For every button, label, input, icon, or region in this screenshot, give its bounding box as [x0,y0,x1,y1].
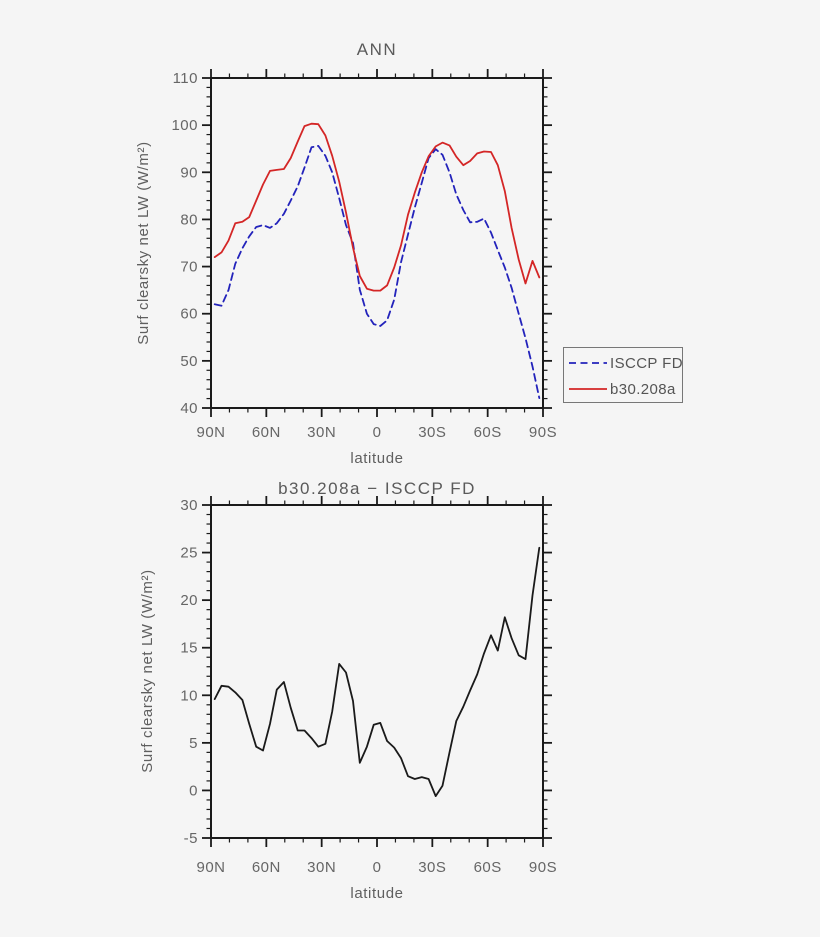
difference-chart-panel: 90N 60N 30N 0 30S 60S 90S -5 0 5 10 15 20 25 30 b30.20… [0,472,820,937]
top-chart-axes: 90N 60N 30N 0 30S 60S 90S 40 50 60 70 80 90 100 110 [171,69,557,441]
y-tick-label: 60 [180,306,198,323]
x-tick-label: 90N [196,424,225,441]
y-tick-label: 90 [180,164,198,181]
y-tick-label: 80 [180,211,198,228]
legend-label-b30-208a: b30.208a [610,381,676,398]
x-tick-label: 30N [307,859,336,876]
difference-chart-curves [213,546,541,797]
top-chart-ylabel: Surf clearsky net LW (W/m²) [135,141,152,344]
difference-chart-ylabel: Surf clearsky net LW (W/m²) [139,569,156,772]
top-chart-xlabel: latitude [350,450,403,467]
y-tick-label: 50 [180,353,198,370]
y-tick-label: -5 [184,830,198,847]
top-chart-panel: 90N 60N 30N 0 30S 60S 90S 40 50 60 70 80 90 100 110 AN… [135,40,683,467]
x-tick-label: 30S [418,859,446,876]
y-tick-label: 15 [180,640,198,657]
series-line-b30-208a [213,122,541,292]
x-tick-label: 60S [474,859,502,876]
y-tick-label: 100 [171,117,198,134]
difference-chart-title: b30.208a − ISCCP FD [278,479,476,498]
x-tick-label: 60N [252,859,281,876]
y-tick-label: 5 [189,735,198,752]
plot-frame [210,504,544,839]
x-tick-label: 60N [252,424,281,441]
y-tick-label: 10 [180,687,198,704]
x-tick-label: 30S [418,424,446,441]
top-chart-curves [213,122,541,399]
x-tick-label: 90S [529,424,557,441]
top-chart-svg: 90N 60N 30N 0 30S 60S 90S 40 50 60 70 80 90 100 110 AN… [135,40,683,467]
y-tick-label: 30 [180,497,198,514]
legend-label-isccp-fd: ISCCP FD [610,355,683,372]
legend: ISCCP FD b30.208a [563,347,683,403]
x-tick-label: 0 [373,859,382,876]
y-tick-label: 110 [173,70,198,87]
x-tick-label: 30N [307,424,336,441]
x-tick-label: 0 [373,424,382,441]
x-tick-label: 90N [196,859,225,876]
y-tick-label: 70 [180,259,198,276]
y-tick-label: 25 [180,545,198,562]
plot-frame [210,77,544,409]
difference-chart-xlabel: latitude [350,885,403,902]
difference-chart-svg: 90N 60N 30N 0 30S 60S 90S -5 0 5 10 15 20 25 30 b30.20… [139,479,557,902]
y-tick-label: 40 [180,400,198,417]
top-chart-title: ANN [357,40,397,59]
x-tick-label: 60S [474,424,502,441]
y-tick-label: 0 [189,782,198,799]
difference-chart-axes: 90N 60N 30N 0 30S 60S 90S -5 0 5 10 15 20 25 30 [180,496,557,876]
series-line-isccp-fd [213,145,541,399]
series-line-b30-208a-isccp-fd [213,546,541,797]
x-tick-label: 90S [529,859,557,876]
legend-box [563,347,683,403]
y-tick-label: 20 [180,592,198,609]
